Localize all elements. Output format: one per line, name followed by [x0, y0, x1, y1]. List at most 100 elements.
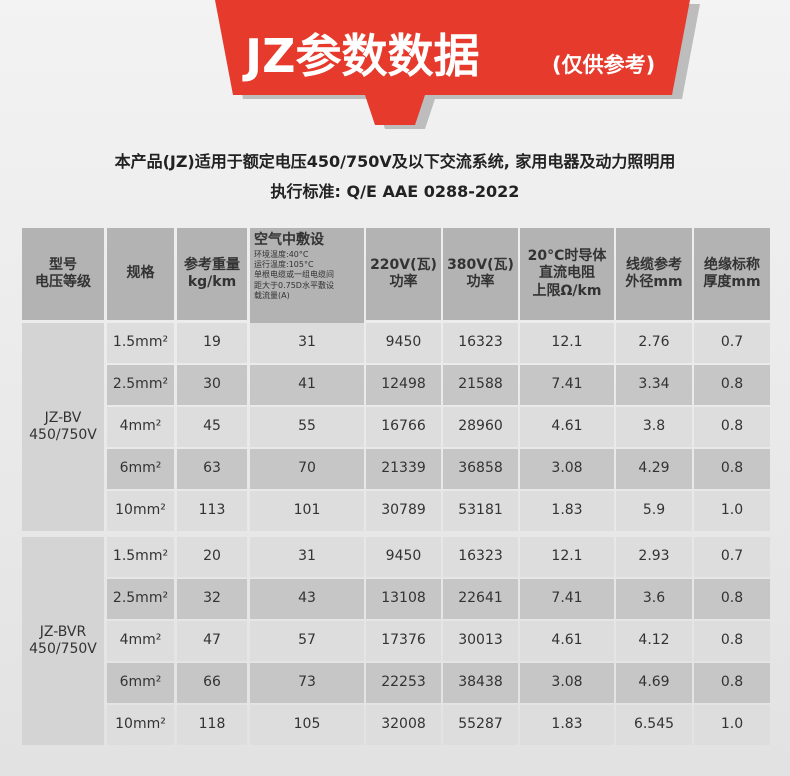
banner: JZ参数数据 (仅供参考): [215, 0, 700, 129]
header-cell: 空气中敷设 环境温度:40°C 运行温度:105°C 单根电缆或一组电缆间 距大于0.7…: [250, 228, 364, 324]
table-cell: 7.41: [520, 579, 614, 619]
group-label-text: JZ-BV: [44, 409, 82, 426]
cell-text: 0.7: [720, 548, 744, 565]
table-cell: 31: [250, 537, 364, 577]
group-label-text: 450/750V: [29, 641, 97, 657]
header-cell: 线缆参考 外径mm: [616, 228, 692, 320]
table-cell: 41: [250, 365, 364, 405]
table-cell: 0.8: [694, 663, 770, 703]
table-cell: 32008: [366, 705, 441, 745]
cell-text: 73: [298, 674, 316, 691]
cell-text: 10mm²: [115, 716, 166, 733]
table-cell: 2.5mm²: [107, 365, 174, 405]
header-text: 参考重量: [184, 256, 240, 273]
cell-text: 70: [298, 460, 316, 477]
table-cell: 7.41: [520, 365, 614, 405]
cell-text: 5.9: [642, 502, 666, 519]
header-text: kg/km: [187, 274, 237, 290]
group-label: JZ-BV 450/750V: [22, 323, 104, 531]
title: JZ参数数据: [242, 29, 479, 83]
header-text: 直流电阻: [539, 265, 595, 282]
cell-text: 16323: [458, 548, 503, 565]
header-cell: 220V(瓦) 功率: [366, 228, 441, 320]
cell-text: 0.8: [720, 632, 744, 649]
cell-text: 0.8: [720, 590, 744, 607]
table-cell: 53181: [443, 491, 518, 531]
cell-text: 19: [203, 334, 221, 351]
header-text: 功率: [389, 274, 418, 290]
header-cell: 参考重量 kg/km: [177, 228, 247, 320]
cell-text: 0.7: [720, 334, 744, 351]
cell-text: 31: [298, 334, 316, 351]
table-cell: 4mm²: [107, 407, 174, 447]
header-text: 空气中敷设: [254, 232, 324, 248]
cell-text: 7.41: [551, 590, 583, 607]
cell-text: 4.69: [638, 674, 670, 691]
group-label-text: JZ-BVR: [39, 623, 87, 640]
table-cell: 6.545: [616, 705, 692, 745]
header-text: 规格: [126, 265, 155, 282]
cell-text: 10mm²: [115, 502, 166, 519]
cell-text: 1.83: [551, 716, 583, 733]
title-note: (仅供参考): [552, 53, 655, 77]
cell-text: 3.8: [642, 418, 666, 435]
cell-text: 118: [198, 716, 226, 733]
cell-text: 47: [203, 632, 221, 649]
table-cell: 4mm²: [107, 621, 174, 661]
table-cell: 1.83: [520, 491, 614, 531]
table-cell: 32: [177, 579, 247, 619]
cell-text: 38438: [458, 674, 503, 691]
table-cell: 45: [177, 407, 247, 447]
cell-text: 28960: [458, 418, 503, 435]
table-cell: 1.5mm²: [107, 323, 174, 363]
group-label: JZ-BVR 450/750V: [22, 537, 104, 745]
table-cell: 0.7: [694, 323, 770, 363]
header-cell: 规格: [107, 228, 174, 320]
header-text: 电压等级: [35, 274, 91, 290]
cell-text: 2.76: [638, 334, 670, 351]
table-cell: 4.61: [520, 621, 614, 661]
cell-text: 66: [203, 674, 221, 691]
cell-text: 32008: [381, 716, 426, 733]
header-text: 220V(瓦): [370, 256, 437, 273]
header-text: 外径mm: [625, 274, 683, 290]
cell-text: 21339: [381, 460, 426, 477]
intro-line: 执行标准: Q/E AAE 0288-2022: [270, 182, 520, 201]
cell-text: 0.8: [720, 376, 744, 393]
table-cell: 30789: [366, 491, 441, 531]
table-cell: 22641: [443, 579, 518, 619]
table-cell: 30: [177, 365, 247, 405]
table-cell: 10mm²: [107, 491, 174, 531]
table-cell: 105: [250, 705, 364, 745]
cell-text: 16323: [458, 334, 503, 351]
table-cell: 16323: [443, 537, 518, 577]
cell-text: 22253: [381, 674, 426, 691]
cell-text: 2.5mm²: [112, 376, 169, 393]
table-cell: 16766: [366, 407, 441, 447]
intro-line: 本产品(JZ)适用于额定电压450/750V及以下交流系统, 家用电器及动力照明…: [114, 152, 676, 171]
table-cell: 4.69: [616, 663, 692, 703]
cell-text: 4.29: [638, 460, 670, 477]
cell-text: 31: [298, 548, 316, 565]
cell-text: 9450: [385, 548, 422, 565]
table-cell: 17376: [366, 621, 441, 661]
cell-text: 4mm²: [119, 418, 162, 435]
table-cell: 3.08: [520, 663, 614, 703]
banner-shape: [215, 0, 690, 125]
table-cell: 101: [250, 491, 364, 531]
table-cell: 13108: [366, 579, 441, 619]
table-cell: 38438: [443, 663, 518, 703]
table-cell: 4.61: [520, 407, 614, 447]
table-cell: 12.1: [520, 537, 614, 577]
cell-text: 4mm²: [119, 632, 162, 649]
table-cell: 5.9: [616, 491, 692, 531]
cell-text: 0.8: [720, 418, 744, 435]
header-cell: 20°C时导体 直流电阻 上限Ω/km: [520, 228, 614, 320]
table-cell: 1.5mm²: [107, 537, 174, 577]
table-cell: 12.1: [520, 323, 614, 363]
cell-text: 1.0: [720, 502, 744, 519]
cell-text: 113: [198, 502, 226, 519]
cell-text: 4.61: [551, 418, 583, 435]
table-cell: 2.5mm²: [107, 579, 174, 619]
